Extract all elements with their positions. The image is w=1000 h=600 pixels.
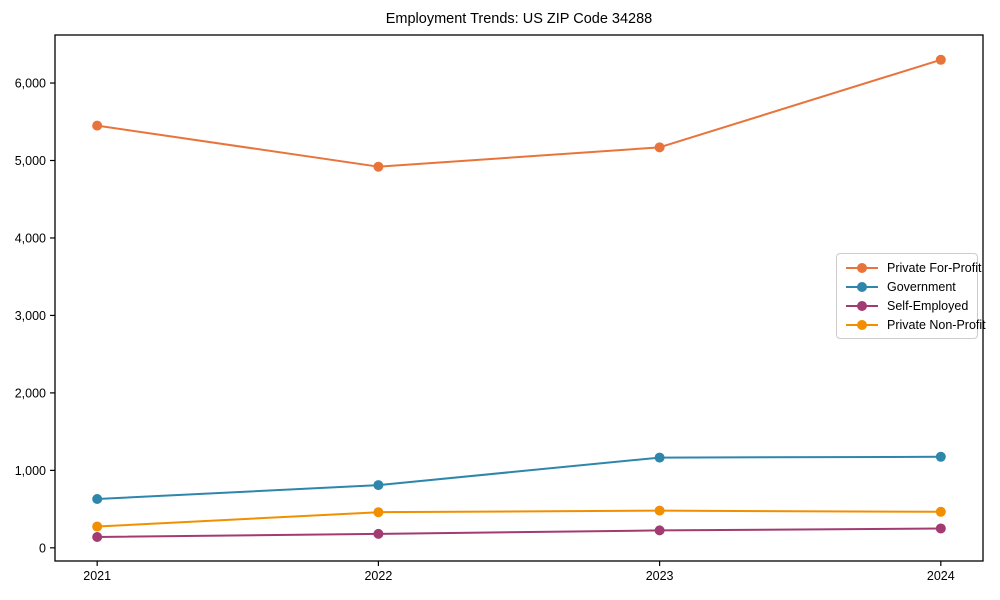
legend-item-self-employed: Self-Employed	[845, 296, 969, 315]
plot-frame	[54, 34, 984, 562]
legend-item-private-for-profit: Private For-Profit	[845, 258, 981, 277]
x-tick-label: 2021	[83, 569, 111, 583]
x-tick-label: 2024	[927, 569, 955, 583]
data-point-0	[654, 142, 665, 153]
data-point-3	[92, 521, 103, 532]
data-point-3	[654, 505, 665, 516]
series-line-0	[97, 58, 942, 168]
legend-marker-line	[846, 281, 878, 292]
legend-label: Government	[887, 279, 956, 294]
data-point-1	[654, 452, 665, 463]
series-line-1	[97, 455, 941, 501]
data-point-3	[373, 507, 384, 518]
chart-title: Employment Trends: US ZIP Code 34288	[385, 11, 653, 27]
data-point-2	[654, 525, 665, 536]
data-point-2	[373, 528, 384, 539]
y-tick-label: 4,000	[15, 231, 46, 245]
data-point-2	[935, 523, 946, 534]
legend-label: Private For-Profit	[887, 260, 982, 275]
data-point-1	[373, 480, 384, 491]
legend-marker-line	[846, 319, 878, 330]
data-point-0	[935, 54, 946, 65]
y-tick-label: 6,000	[15, 77, 46, 91]
legend-label: Private Non-Profit	[887, 317, 986, 332]
data-point-0	[373, 161, 384, 172]
legend-marker-line	[846, 300, 878, 311]
data-point-1	[935, 451, 946, 462]
x-tick-label: 2022	[364, 569, 392, 583]
legend-item-government: Government	[845, 277, 969, 296]
series-line-2	[97, 527, 941, 538]
data-point-3	[935, 506, 946, 517]
y-tick-label: 2,000	[15, 386, 46, 400]
x-tick-label: 2023	[646, 569, 674, 583]
y-tick-label: 0	[39, 541, 46, 555]
y-tick-label: 1,000	[15, 464, 46, 478]
legend-marker-line	[846, 262, 878, 273]
data-point-1	[92, 494, 103, 505]
legend: Private For-Profit Government Self-Emplo…	[836, 253, 986, 339]
legend-label: Self-Employed	[887, 298, 969, 313]
data-point-2	[92, 531, 103, 542]
series-line-3	[97, 509, 941, 528]
y-tick-label: 5,000	[15, 154, 46, 168]
y-tick-label: 3,000	[15, 309, 46, 323]
data-point-0	[92, 120, 103, 131]
legend-item-private-non-profit: Private Non-Profit	[845, 315, 986, 334]
